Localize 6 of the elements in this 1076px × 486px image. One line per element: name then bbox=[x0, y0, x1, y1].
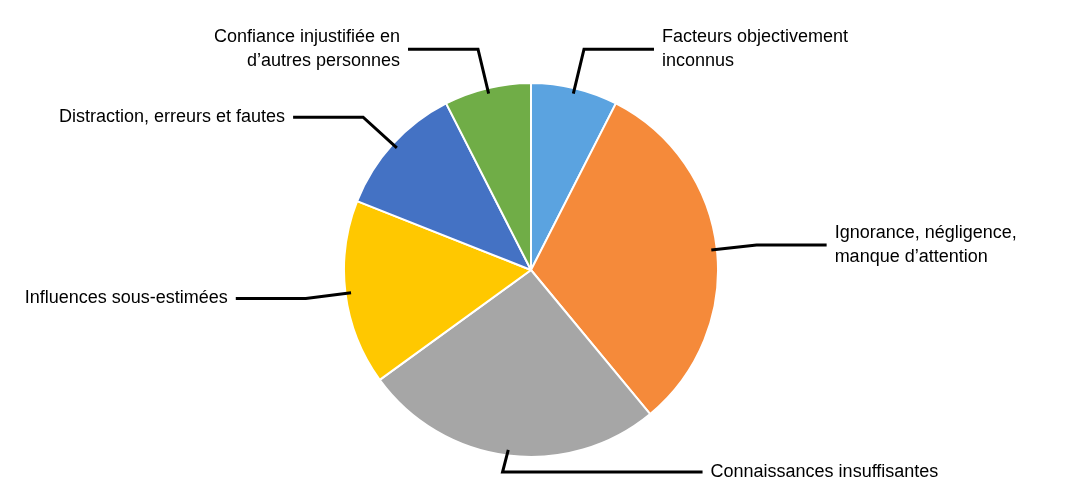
slice-label: Influences sous-estimées bbox=[24, 287, 228, 308]
slice-label: Confiance injustifiée en d’autres personnes bbox=[213, 26, 401, 71]
slice-label: Distraction, erreurs et fautes bbox=[59, 106, 286, 127]
slice-label: Ignorance, négligence, manque d’attention bbox=[834, 222, 1017, 267]
slice-label: Facteurs objectivement inconnus bbox=[661, 26, 849, 71]
slice-label: Connaissances insuffisantes bbox=[710, 460, 939, 481]
